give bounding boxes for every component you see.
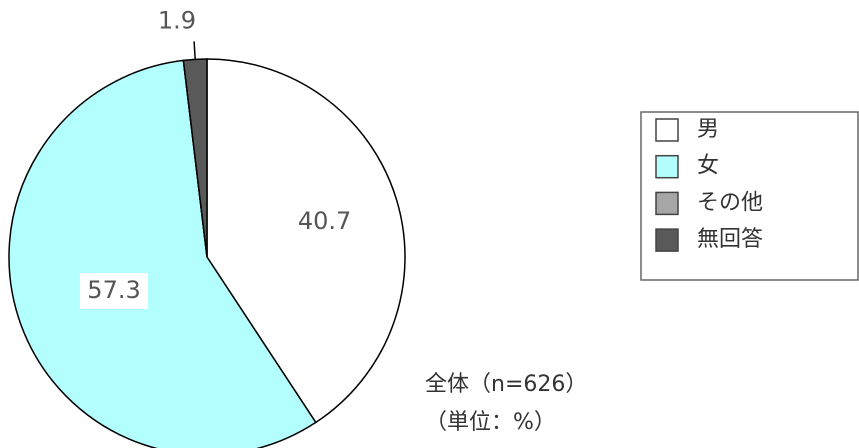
legend-label: 女 bbox=[697, 154, 719, 179]
data-label: 40.7 bbox=[298, 207, 351, 235]
label-bg bbox=[80, 273, 149, 310]
data-label: 57.3 bbox=[87, 276, 140, 304]
pie-slice bbox=[8, 59, 317, 448]
legend-label: 男 bbox=[697, 117, 719, 142]
legend-swatch bbox=[655, 118, 679, 142]
legend-swatch bbox=[655, 191, 679, 216]
leader-line bbox=[193, 41, 196, 60]
label-bg bbox=[290, 203, 359, 240]
legend-label: 無回答 bbox=[697, 227, 763, 252]
data-label: 1.9 bbox=[158, 6, 196, 34]
note-sample: 全体（n=626） bbox=[425, 372, 587, 397]
legend-label: その他 bbox=[697, 190, 763, 215]
note-unit: （単位：%） bbox=[425, 410, 556, 435]
pie-slice bbox=[182, 58, 208, 258]
legend-swatch bbox=[655, 154, 679, 179]
legend-swatch bbox=[655, 228, 679, 252]
